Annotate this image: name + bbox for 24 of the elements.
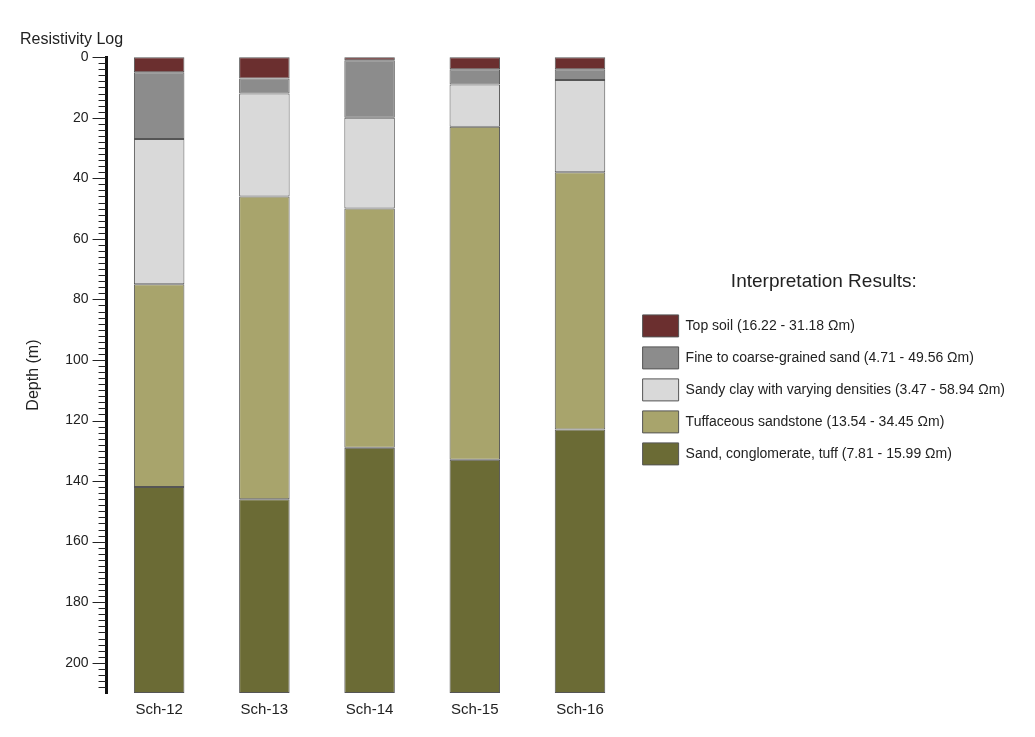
y-tick-label: 180 [65,593,89,610]
x-tick-label: Sch-13 [240,700,289,718]
y-tick-label: 0 [80,48,89,65]
x-tick-label: Sch-14 [345,700,394,718]
x-tick-label: Sch-12 [135,700,183,718]
legend-label: Top soil (16.22 - 31.18 Ωm) [685,316,855,333]
chart-title: Resistivity Log [20,30,124,48]
y-tick-label: 60 [72,229,89,246]
y-tick-label: 140 [65,471,89,488]
x-tick-label: Sch-15 [451,700,499,718]
y-axis-title: Depth (m) [24,339,42,411]
legend-label: Tuffaceous sandstone (13.54 - 34.45 Ωm) [685,412,945,429]
y-tick-label: 200 [65,653,89,670]
y-tick-label: 120 [65,411,89,428]
y-tick-label: 100 [65,350,89,367]
legend-label: Fine to coarse-grained sand (4.71 - 49.56 Ωm) [685,348,974,365]
x-tick-label: Sch-16 [556,700,604,718]
legend-label: Sandy clay with varying densities (3.47 - 58.94 Ωm) [685,380,1005,397]
legend-label: Sand, conglomerate, tuff (7.81 - 15.99 Ωm) [685,444,952,461]
legend-title: Interpretation Results: [730,269,917,291]
y-tick-label: 40 [72,169,89,186]
y-tick-label: 160 [65,532,89,549]
y-tick-label: 20 [72,108,89,125]
y-tick-label: 80 [72,290,89,307]
